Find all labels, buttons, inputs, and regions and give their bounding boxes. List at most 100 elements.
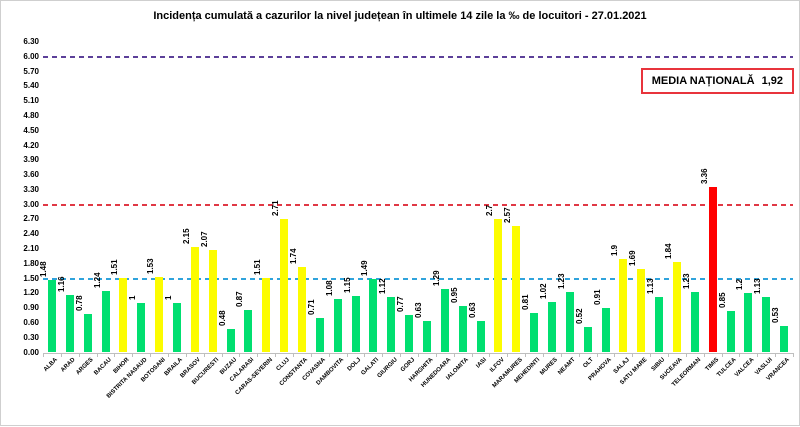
bar-value-label: 1 (163, 295, 173, 301)
x-axis-tick (96, 353, 98, 357)
bar-brasov (190, 246, 199, 353)
x-axis-tick (775, 353, 777, 357)
bar-value-label: 2.15 (181, 227, 191, 244)
x-axis-tick (650, 353, 652, 357)
bar-value-label: 0.95 (449, 287, 459, 303)
y-axis-tick-label: 4.20 (23, 140, 39, 150)
y-axis-tick-label: 3.00 (23, 199, 39, 209)
x-axis-category-label: OLT (582, 357, 595, 370)
bar-value-label: 0.77 (396, 295, 406, 312)
bar-value-label: 0.85 (717, 292, 727, 308)
bar-value-label: 1.84 (663, 243, 673, 259)
x-axis-tick (364, 353, 366, 357)
reference-purple-line-6.00 (43, 55, 793, 58)
bar-mehedinti (530, 312, 539, 353)
bar-bacau (101, 291, 110, 353)
x-axis-tick (685, 353, 687, 357)
bar-value-label: 0.78 (74, 295, 84, 312)
x-axis-tick (382, 353, 384, 357)
y-axis-tick-label: 3.60 (23, 170, 39, 180)
bar-gorj (405, 314, 414, 353)
y-axis-tick-label: 3.30 (23, 184, 39, 194)
bar-bistrita-nasaud (137, 303, 146, 353)
bar-constanta (297, 266, 306, 353)
bar-arad (65, 295, 74, 353)
y-axis-tick-label: 0.00 (23, 347, 39, 357)
bar-value-label: 1.49 (360, 260, 370, 277)
bar-cluj (280, 218, 289, 353)
x-axis-tick (257, 353, 259, 357)
x-axis-tick (757, 353, 759, 357)
x-axis-tick (596, 353, 598, 357)
x-axis-tick (150, 353, 152, 357)
bar-value-label: 1.13 (646, 278, 656, 294)
x-axis-category-label: NEAMT (557, 357, 578, 377)
bar-neamt (565, 291, 574, 353)
bar-value-label: 3.36 (699, 168, 709, 184)
bar-value-label: 1.24 (92, 272, 102, 289)
bar-value-label: 1.51 (110, 259, 120, 276)
x-axis-tick (578, 353, 580, 357)
reference-blue-line-1.50 (43, 277, 793, 280)
y-axis-tick-label: 3.90 (23, 155, 39, 165)
bar-valcea (744, 293, 753, 353)
bar-value-label: 1.51 (253, 259, 263, 276)
bar-value-label: 1.12 (378, 278, 388, 295)
bar-value-label: 1.2 (735, 279, 745, 291)
bar-value-label: 2.71 (271, 200, 281, 216)
x-axis-tick (560, 353, 562, 357)
bar-maramures (512, 225, 521, 353)
y-axis-tick-label: 0.60 (23, 317, 39, 327)
bar-mures (547, 302, 556, 353)
x-axis-tick (185, 353, 187, 357)
x-axis-tick (668, 353, 669, 357)
bar-covasna (315, 317, 324, 353)
y-axis-tick-label: 4.50 (23, 125, 39, 135)
bar-vaslui (762, 296, 771, 353)
bar-harghita (422, 321, 431, 353)
y-axis-tick-label: 6.00 (23, 51, 39, 61)
y-axis-tick-label: 1.20 (23, 288, 39, 298)
bar-buzau (226, 328, 235, 353)
x-axis-tick (43, 353, 44, 357)
y-axis-tick-label: 5.10 (23, 96, 39, 106)
bar-calarasi (244, 309, 253, 353)
x-axis-tick (489, 353, 491, 357)
bar-bihor (119, 278, 128, 353)
y-axis-tick-label: 0.30 (23, 332, 39, 342)
x-axis-tick (310, 353, 312, 357)
y-axis-tick-label: 4.80 (23, 110, 39, 120)
bar-value-label: 0.53 (771, 307, 781, 324)
x-axis-category-label: ARGES (75, 357, 95, 377)
bar-botosani (155, 277, 164, 353)
bar-value-label: 1.02 (538, 283, 548, 300)
bar-value-label: 2.7 (485, 205, 495, 217)
x-axis-tick (507, 353, 509, 357)
x-axis-category-label: ALBA (43, 357, 60, 374)
x-axis-tick (114, 353, 116, 357)
bar-value-label: 1.74 (288, 248, 298, 264)
x-axis-tick (239, 353, 241, 357)
x-axis-category-label: BACAU (93, 357, 113, 377)
y-axis-tick-label: 2.70 (23, 214, 39, 224)
bar-salaj (619, 258, 628, 353)
x-axis-tick (78, 353, 80, 357)
x-axis-tick (203, 353, 205, 357)
national-average-box: MEDIA NAȚIONALĂ 1,92 (640, 68, 794, 94)
x-axis-tick (346, 353, 348, 357)
y-axis-tick-label: 5.70 (23, 66, 39, 76)
bar-value-label: 1.15 (342, 277, 352, 293)
bar-value-label: 1 (128, 295, 138, 301)
bar-value-label: 1.08 (324, 280, 334, 297)
bar-ialomita (458, 305, 467, 353)
bar-value-label: 0.91 (592, 289, 602, 305)
bar-value-label: 1.48 (38, 260, 48, 277)
x-axis-tick (703, 353, 705, 357)
bar-value-label: 1.53 (146, 258, 156, 275)
x-axis-category-label: IASI (475, 357, 488, 370)
national-average-value: 1,92 (761, 75, 783, 87)
bar-iasi (476, 321, 485, 353)
x-axis-tick (453, 353, 455, 357)
bar-hunedoara (440, 288, 449, 353)
x-axis-tick (132, 353, 134, 357)
